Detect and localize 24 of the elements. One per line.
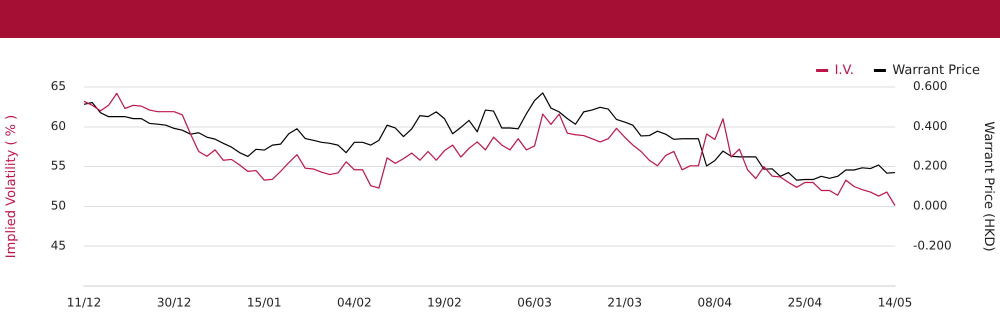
x-tick-label: 30/12 (156, 295, 192, 310)
y-tick-label: 55 (50, 158, 66, 173)
x-tick-label: 25/04 (788, 295, 822, 310)
x-tick-label: 06/03 (517, 295, 552, 310)
x-tick-label: 04/02 (337, 295, 372, 310)
y-tick-label: 65 (50, 79, 66, 94)
legend-label: I.V. (834, 62, 854, 78)
legend-label: Warrant Price (892, 62, 980, 78)
y2-tick-label: 0.600 (913, 79, 948, 94)
y-tick-label: 50 (50, 198, 66, 213)
x-tick-label: 14/05 (878, 295, 912, 310)
x-tick-label: 11/12 (66, 295, 102, 310)
y-tick-label: 60 (50, 118, 66, 133)
y-axis-title: Implied Volatility ( % ) (4, 114, 20, 258)
y2-tick-label: 0.400 (913, 118, 948, 133)
x-tick-label: 21/03 (607, 295, 642, 310)
y2-tick-label: 0.200 (913, 158, 948, 173)
y-tick-label: 45 (50, 238, 66, 252)
x-tick-label: 08/04 (697, 295, 732, 310)
x-tick-label: 15/01 (246, 295, 282, 310)
y2-axis-title: Warrant Price (HKD) (980, 121, 996, 252)
y2-tick-label: 0.000 (913, 198, 948, 213)
y2-tick-label: -0.200 (913, 238, 952, 252)
x-tick-label: 19/02 (427, 295, 462, 310)
